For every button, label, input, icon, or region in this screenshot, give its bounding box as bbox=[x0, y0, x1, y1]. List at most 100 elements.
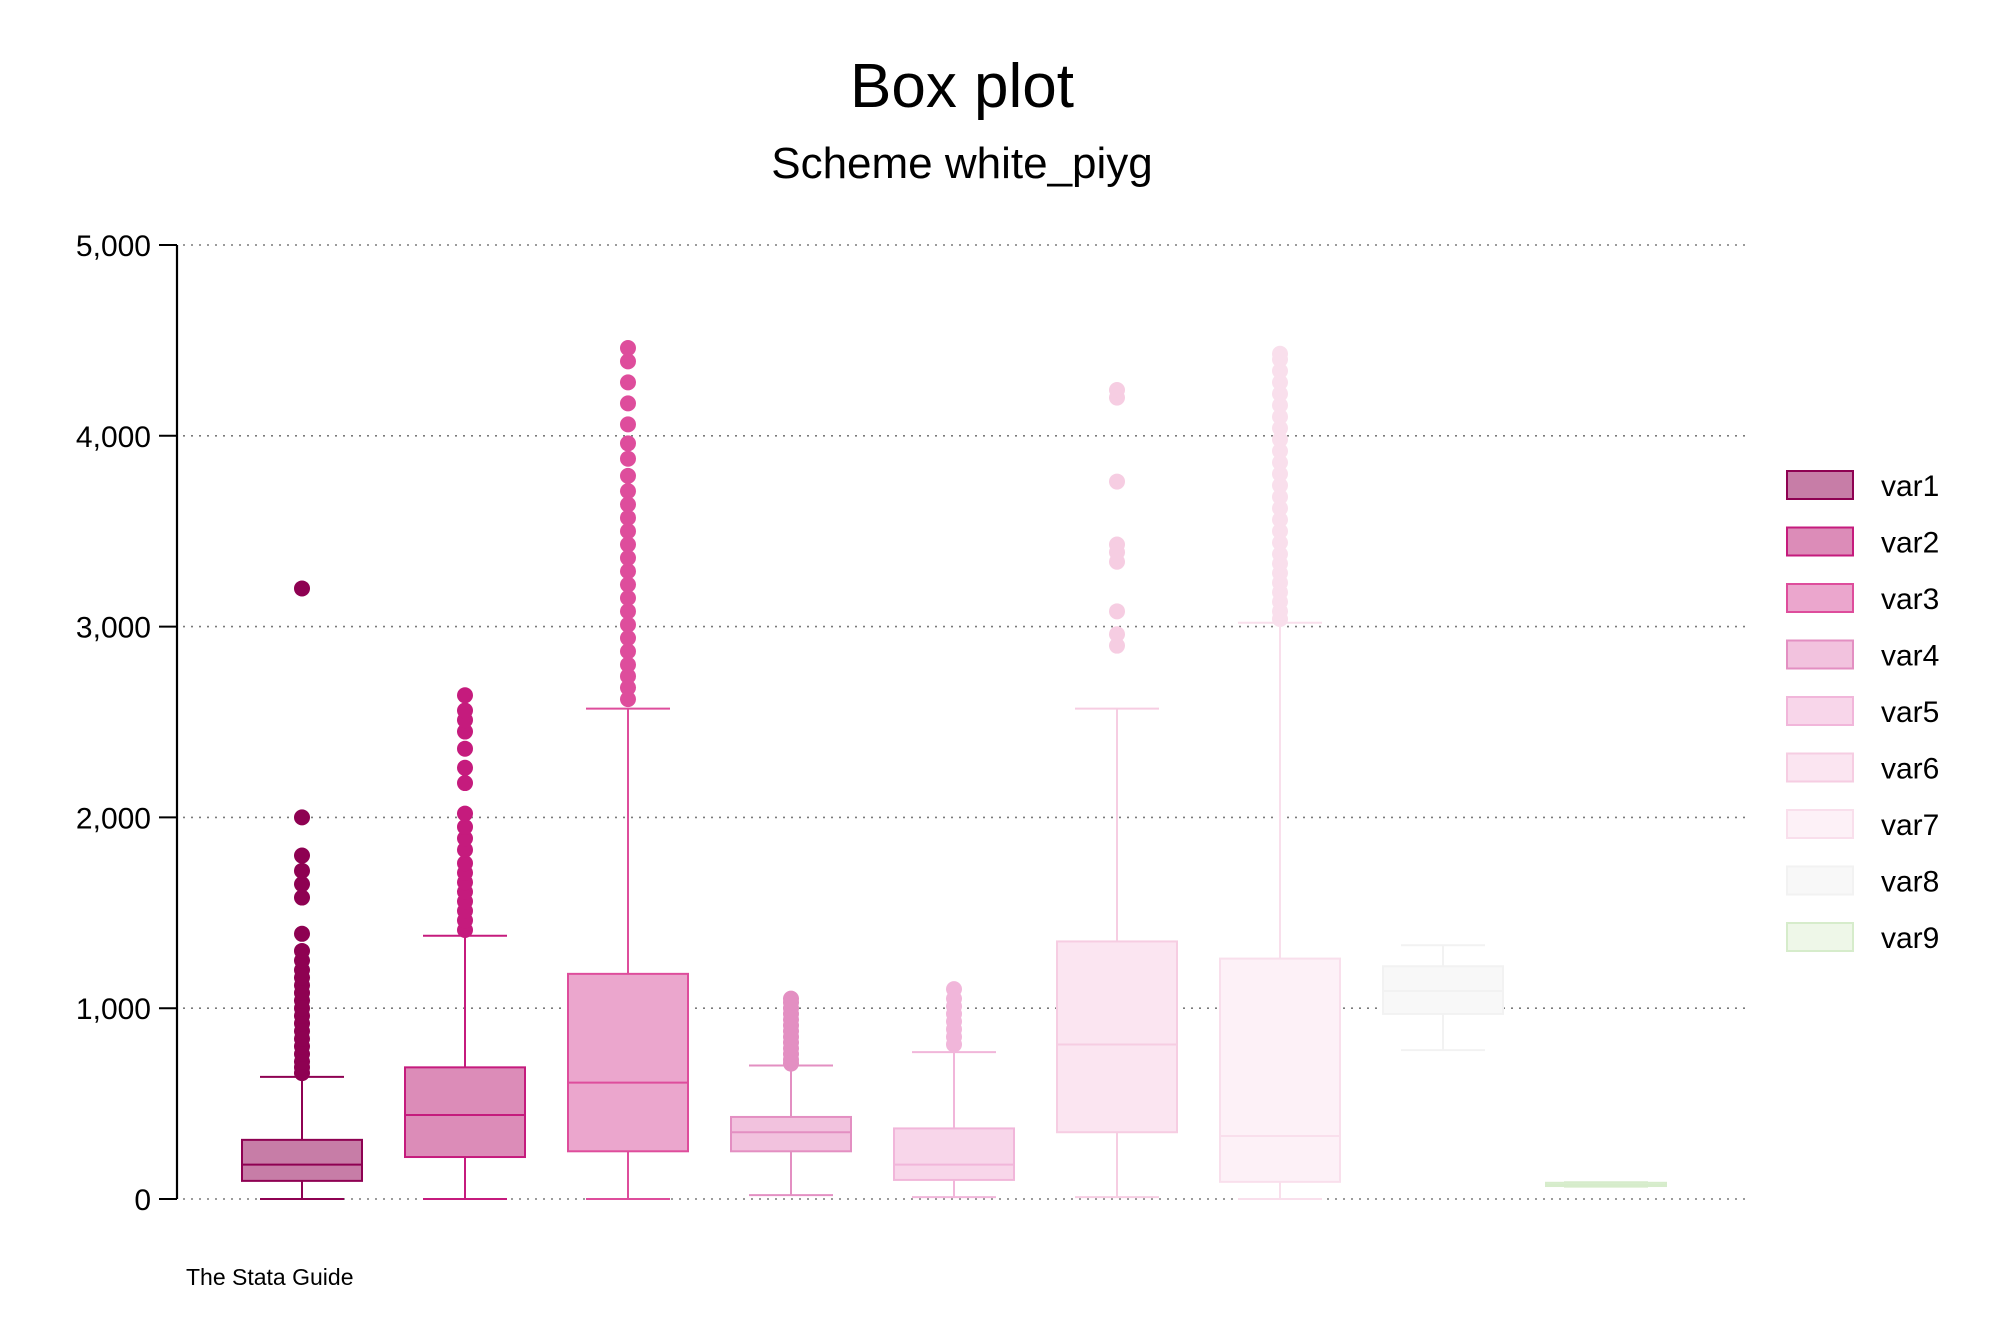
outlier-point bbox=[294, 847, 310, 864]
outlier-point bbox=[620, 643, 636, 660]
legend-label: var6 bbox=[1881, 753, 1939, 786]
outlier-point bbox=[620, 523, 636, 540]
chart-subtitle: Scheme white_piyg bbox=[771, 139, 1153, 188]
outlier-point bbox=[1272, 408, 1288, 425]
outlier-point bbox=[457, 723, 473, 740]
outlier-point bbox=[457, 841, 473, 858]
legend-swatch bbox=[1786, 865, 1854, 896]
outlier-point bbox=[294, 942, 310, 959]
y-axis: 0 1,000 2,000 3,000 4,000 5,000 bbox=[76, 230, 179, 1217]
outlier-point bbox=[1272, 534, 1288, 551]
box-iqr bbox=[893, 1127, 1015, 1181]
legend-label: var1 bbox=[1881, 470, 1939, 503]
outlier-point bbox=[457, 818, 473, 835]
outlier-point bbox=[620, 691, 636, 708]
legend-label: var3 bbox=[1881, 583, 1939, 616]
outlier-point bbox=[1272, 362, 1288, 379]
outlier-point bbox=[1272, 488, 1288, 505]
boxes bbox=[241, 340, 1667, 1200]
outlier-point bbox=[1109, 382, 1125, 399]
outlier-point bbox=[1272, 385, 1288, 402]
outlier-point bbox=[294, 809, 310, 826]
legend-label: var9 bbox=[1881, 922, 1939, 955]
legend-label: var5 bbox=[1881, 696, 1939, 729]
outlier-point bbox=[620, 576, 636, 593]
outlier-point bbox=[620, 395, 636, 412]
outlier-point bbox=[620, 549, 636, 566]
outlier-point bbox=[1109, 626, 1125, 643]
outlier-point bbox=[457, 855, 473, 872]
outlier-point bbox=[620, 656, 636, 673]
legend-swatch bbox=[1786, 696, 1854, 726]
legend-swatch bbox=[1786, 752, 1854, 783]
outlier-point bbox=[1272, 523, 1288, 540]
outlier-point bbox=[1109, 637, 1125, 654]
legend-label: var4 bbox=[1881, 640, 1939, 673]
outlier-point bbox=[457, 702, 473, 719]
outlier-point bbox=[620, 483, 636, 500]
outlier-point bbox=[1272, 420, 1288, 437]
outlier-point bbox=[620, 668, 636, 685]
outlier-point bbox=[620, 603, 636, 620]
legend-item-var1: var1 bbox=[1786, 470, 1939, 503]
outlier-point bbox=[1272, 374, 1288, 391]
outlier-point bbox=[620, 563, 636, 580]
box-var2 bbox=[404, 687, 526, 1200]
outlier-point bbox=[620, 616, 636, 633]
legend-label: var7 bbox=[1881, 809, 1939, 842]
legend-swatch bbox=[1786, 526, 1854, 557]
box-var3 bbox=[567, 340, 689, 1200]
outlier-point bbox=[620, 450, 636, 467]
outlier-point bbox=[1272, 511, 1288, 528]
outlier-point bbox=[620, 536, 636, 553]
legend-swatch bbox=[1786, 639, 1854, 670]
box-iqr bbox=[730, 1115, 852, 1153]
chart-title: Box plot bbox=[850, 52, 1074, 121]
outlier-point bbox=[457, 687, 473, 704]
outlier-point bbox=[620, 340, 636, 357]
outlier-point bbox=[1272, 345, 1288, 362]
legend-label: var2 bbox=[1881, 527, 1939, 560]
outlier-point bbox=[1109, 536, 1125, 553]
y-tick-label: 2,000 bbox=[76, 802, 151, 835]
outlier-point bbox=[457, 775, 473, 792]
legend-swatch bbox=[1786, 922, 1854, 952]
outlier-point bbox=[457, 759, 473, 776]
legend-item-var8: var8 bbox=[1786, 865, 1939, 899]
outlier-point bbox=[620, 374, 636, 391]
outlier-point bbox=[620, 416, 636, 433]
box-var5 bbox=[893, 981, 1015, 1199]
outlier-point bbox=[294, 862, 310, 879]
outlier-point bbox=[620, 353, 636, 370]
outlier-point bbox=[1272, 477, 1288, 494]
outlier-point bbox=[457, 740, 473, 757]
legend-swatch bbox=[1786, 470, 1854, 500]
outlier-point bbox=[1109, 473, 1125, 490]
outlier-point bbox=[620, 679, 636, 696]
outlier-point bbox=[294, 876, 310, 893]
legend-swatch bbox=[1786, 583, 1854, 613]
outlier-point bbox=[620, 496, 636, 513]
box-var7 bbox=[1219, 345, 1341, 1200]
outlier-point bbox=[1272, 454, 1288, 471]
outlier-point bbox=[620, 589, 636, 606]
box-iqr bbox=[241, 1138, 363, 1182]
outlier-point bbox=[294, 889, 310, 906]
outlier-point bbox=[620, 467, 636, 484]
box-iqr bbox=[567, 972, 689, 1153]
legend-item-var7: var7 bbox=[1786, 809, 1939, 842]
outlier-point bbox=[620, 509, 636, 526]
legend-item-var9: var9 bbox=[1786, 922, 1939, 955]
y-tick-label: 3,000 bbox=[76, 612, 151, 645]
outlier-point bbox=[1272, 443, 1288, 460]
box-var1 bbox=[241, 580, 363, 1200]
outlier-point bbox=[1272, 397, 1288, 414]
outlier-point bbox=[1272, 500, 1288, 517]
outlier-point bbox=[783, 990, 799, 1007]
legend-label: var8 bbox=[1881, 866, 1939, 899]
y-tick-label: 1,000 bbox=[76, 993, 151, 1026]
box-var6 bbox=[1056, 382, 1178, 1199]
box-var8 bbox=[1382, 944, 1504, 1052]
y-tick-label: 4,000 bbox=[76, 421, 151, 454]
